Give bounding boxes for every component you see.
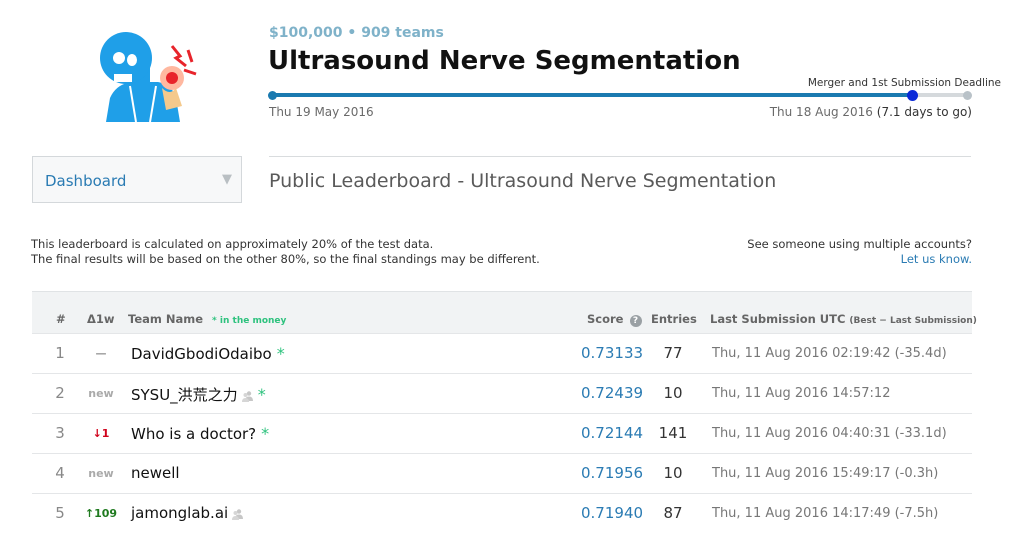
multi-account-text: See someone using multiple accounts?: [747, 237, 972, 251]
table-header: # Δ1w Team Name * in the money Score ? E…: [32, 292, 977, 333]
rank-cell: 5: [55, 504, 65, 522]
table-row[interactable]: 3 ↓1 Who is a doctor? * 0.72144 141 Thu, 11 Au…: [32, 413, 972, 453]
competition-timeline: [268, 90, 972, 101]
entries-cell: 141: [658, 424, 688, 442]
table-row[interactable]: 4 new newell 0.71956 10 Thu, 11 Aug 2016 15:4…: [32, 453, 972, 493]
header-team: Team Name * in the money: [128, 312, 286, 326]
team-name[interactable]: Who is a doctor?: [131, 425, 257, 443]
entries-cell: 87: [663, 504, 683, 522]
delta-cell: new: [88, 467, 114, 480]
score-cell: 0.72144: [581, 424, 644, 442]
team-members-icon: [232, 508, 244, 520]
team-name-cell[interactable]: Who is a doctor? *: [131, 424, 269, 443]
header-last-note: (Best − Last Submission): [849, 316, 977, 326]
entries-cell: 10: [663, 384, 683, 402]
note-line-2: The final results will be based on the o…: [31, 252, 540, 266]
team-name-cell[interactable]: newell: [131, 464, 180, 482]
score-cell: 0.71956: [581, 464, 644, 482]
score-cell: 0.72439: [581, 384, 644, 402]
team-name-cell[interactable]: jamonglab.ai: [131, 504, 244, 522]
divider: [269, 156, 971, 157]
rank-cell: 2: [55, 384, 65, 402]
end-date: Thu 18 Aug 2016 (7.1 days to go): [770, 105, 972, 119]
team-name[interactable]: DavidGbodiOdaibo: [131, 345, 272, 363]
delta-cell: —: [95, 347, 107, 360]
competition-title[interactable]: Ultrasound Nerve Segmentation: [268, 46, 741, 76]
in-the-money-star-icon: *: [257, 385, 266, 404]
team-name[interactable]: newell: [131, 464, 180, 482]
help-icon[interactable]: ?: [629, 315, 642, 327]
timeline-progress: [272, 93, 913, 97]
in-the-money-star-icon: *: [261, 424, 270, 443]
rank-cell: 4: [55, 464, 65, 482]
header-entries: Entries: [651, 312, 697, 326]
delta-cell: ↓1: [92, 427, 110, 440]
team-name[interactable]: jamonglab.ai: [131, 504, 229, 522]
timeline-start-dot: [268, 91, 277, 100]
team-name-cell[interactable]: DavidGbodiOdaibo *: [131, 344, 285, 363]
timeline-end-dot: [963, 91, 972, 100]
triangle-down-icon: ▼: [222, 172, 232, 187]
score-cell: 0.73133: [581, 344, 644, 362]
score-cell: 0.71940: [581, 504, 644, 522]
delta-cell: ↑109: [84, 507, 118, 520]
team-name[interactable]: SYSU_洪荒之力: [131, 386, 238, 404]
table-row[interactable]: 2 new SYSU_洪荒之力 * 0.72439 10 Thu, 11 Aug 2016 …: [32, 373, 972, 413]
header-delta: Δ1w: [87, 312, 115, 326]
last-submission-cell: Thu, 11 Aug 2016 04:40:31 (-33.1d): [712, 426, 947, 441]
team-name-cell[interactable]: SYSU_洪荒之力 *: [131, 384, 266, 405]
multi-account-note: See someone using multiple accounts? Let…: [747, 237, 972, 267]
rank-cell: 3: [55, 424, 65, 442]
team-members-icon: [241, 390, 253, 402]
entries-cell: 77: [663, 344, 683, 362]
let-us-know-link[interactable]: Let us know.: [900, 252, 972, 266]
delta-cell: new: [88, 387, 114, 400]
header-score-label: Score: [587, 312, 624, 326]
last-submission-cell: Thu, 11 Aug 2016 14:17:49 (-7.5h): [712, 506, 939, 521]
table-row[interactable]: 5 ↑109 jamonglab.ai 0.71940 87 Thu, 11 Aug 20…: [32, 493, 972, 533]
dashboard-dropdown-label: Dashboard: [45, 172, 127, 190]
entries-cell: 10: [663, 464, 683, 482]
leaderboard-note: This leaderboard is calculated on approx…: [31, 237, 540, 267]
note-line-1: This leaderboard is calculated on approx…: [31, 237, 434, 251]
header-last-label: Last Submission UTC: [710, 312, 846, 326]
dashboard-dropdown[interactable]: Dashboard ▼: [32, 156, 242, 203]
leaderboard-table: # Δ1w Team Name * in the money Score ? E…: [32, 291, 977, 533]
header-team-label: Team Name: [128, 312, 204, 326]
end-date-value: Thu 18 Aug 2016: [769, 105, 873, 119]
header-last-submission: Last Submission UTC (Best − Last Submiss…: [710, 312, 977, 326]
in-the-money-star-icon: *: [276, 344, 285, 363]
last-submission-cell: Thu, 11 Aug 2016 02:19:42 (-35.4d): [712, 346, 947, 361]
header-rank: #: [56, 312, 66, 326]
leaderboard-title: Public Leaderboard - Ultrasound Nerve Se…: [269, 170, 777, 192]
header-score[interactable]: Score ?: [587, 312, 642, 327]
in-the-money-note: * in the money: [212, 316, 287, 326]
table-row[interactable]: 1 — DavidGbodiOdaibo * 0.73133 77 Thu, 11 Aug …: [32, 333, 972, 373]
days-to-go: (7.1 days to go): [876, 105, 972, 119]
last-submission-cell: Thu, 11 Aug 2016 14:57:12: [712, 386, 891, 401]
timeline-deadline-dot[interactable]: [907, 90, 919, 101]
table-body: 1— DavidGbodiOdaibo * 0.73133 77 Thu, 11 Aug …: [32, 333, 972, 533]
competition-logo-image: [100, 32, 197, 123]
rank-cell: 1: [55, 344, 65, 362]
start-date: Thu 19 May 2016: [269, 105, 374, 119]
deadline-label: Merger and 1st Submission Deadline: [807, 77, 1001, 89]
last-submission-cell: Thu, 11 Aug 2016 15:49:17 (-0.3h): [712, 466, 939, 481]
prize-and-teams: $100,000 • 909 teams: [269, 25, 444, 41]
